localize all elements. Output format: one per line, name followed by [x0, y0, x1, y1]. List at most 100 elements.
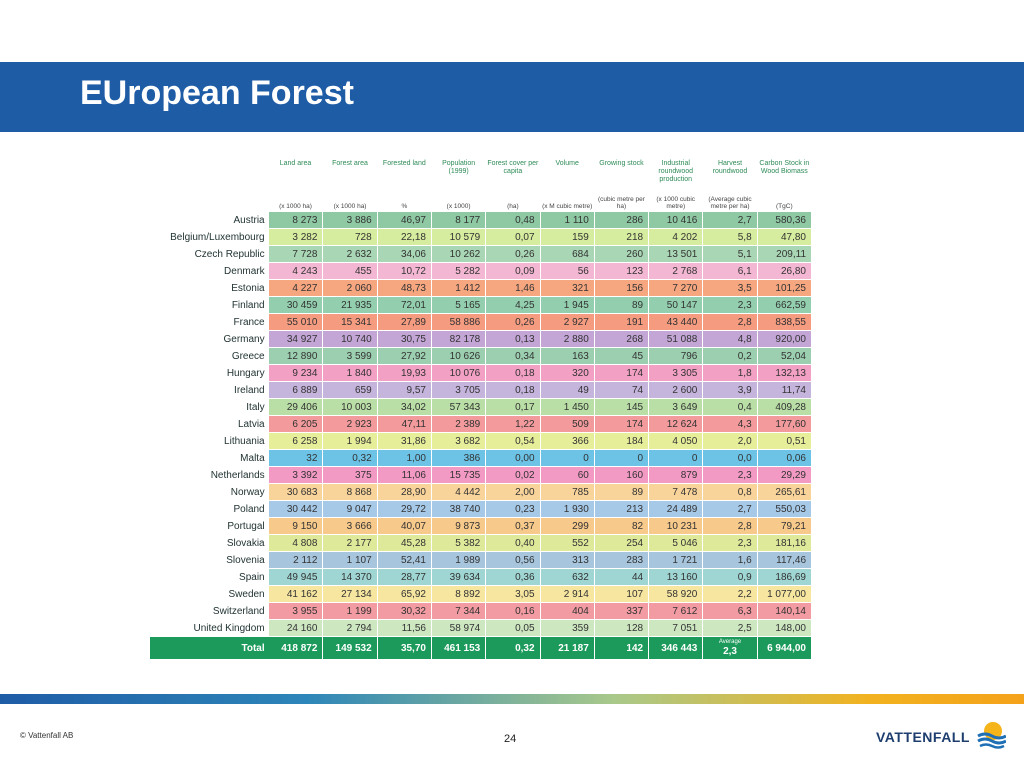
- average-label: Average: [718, 639, 742, 645]
- table-cell: 10 003: [322, 398, 378, 416]
- table-cell: 46,97: [377, 212, 432, 229]
- table-cell: 0,23: [485, 500, 541, 518]
- table-cell: 209,11: [757, 245, 813, 263]
- table-cell: 2 927: [540, 313, 595, 331]
- table-cell: 404: [540, 602, 595, 620]
- footer-stripe: [0, 694, 1024, 704]
- table-row: Latvia 6 205 2 923 47,11 2 389 1,22 509 174 12 6…: [150, 415, 813, 433]
- table-cell: 5 382: [431, 534, 487, 552]
- table-cell: 3 282: [268, 228, 324, 246]
- table-cell: 0,36: [485, 568, 541, 586]
- table-cell: 3 305: [648, 364, 704, 382]
- table-cell: 34,06: [377, 245, 432, 263]
- table-cell: 2,8: [702, 313, 758, 331]
- table-cell: 5 282: [431, 262, 487, 280]
- table-cell: 838,55: [757, 313, 813, 331]
- column-header: Volume: [540, 156, 595, 188]
- table-cell: 3,5: [702, 279, 758, 297]
- table-cell: 72,01: [377, 296, 432, 314]
- table-cell: 49 945: [268, 568, 324, 586]
- table-cell: 5,8: [702, 228, 758, 246]
- table-cell: 1,8: [702, 364, 758, 382]
- table-cell: 662,59: [757, 296, 813, 314]
- table-cell: 4 050: [648, 432, 704, 450]
- table-cell: 321: [540, 279, 595, 297]
- table-cell: 0,05: [485, 619, 541, 637]
- table-cell: 3 955: [268, 602, 324, 620]
- table-cell: 39 634: [431, 568, 487, 586]
- table-cell: 52,04: [757, 347, 813, 365]
- table-cell: 0,06: [757, 449, 813, 467]
- column-header: Population (1999): [431, 156, 487, 188]
- table-cell: 0,09: [485, 262, 541, 280]
- country-name: Greece: [150, 347, 269, 365]
- table-cell: 12 890: [268, 347, 324, 365]
- table-cell: 56: [540, 262, 595, 280]
- table-cell: 0,48: [485, 212, 541, 229]
- table-row: Greece 12 890 3 599 27,92 10 626 0,34 163 45 796…: [150, 347, 813, 365]
- country-name: Lithuania: [150, 432, 269, 450]
- table-cell: 89: [594, 296, 650, 314]
- table-cell: 4,25: [485, 296, 541, 314]
- table-cell: 4 243: [268, 262, 324, 280]
- table-cell: 159: [540, 228, 595, 246]
- table-cell: 796: [648, 347, 704, 365]
- table-cell: 50 147: [648, 296, 704, 314]
- table-cell: 4 442: [431, 483, 487, 501]
- country-name: Portugal: [150, 517, 269, 535]
- table-cell: 10,72: [377, 262, 432, 280]
- table-cell: 1 412: [431, 279, 487, 297]
- table-cell: 0,18: [485, 381, 541, 399]
- table-row: Sweden 41 162 27 134 65,92 8 892 3,05 2 914 107…: [150, 585, 813, 603]
- table-cell: 140,14: [757, 602, 813, 620]
- table-cell: 2,2: [702, 585, 758, 603]
- table-cell: 2,7: [702, 500, 758, 518]
- table-cell: 1,6: [702, 551, 758, 569]
- table-cell: 1,00: [377, 449, 432, 467]
- table-cell: 455: [322, 262, 378, 280]
- table-cell: 0,13: [485, 330, 541, 348]
- column-header: Forest area: [322, 156, 378, 188]
- table-cell: 107: [594, 585, 650, 603]
- table-row: Spain 49 945 14 370 28,77 39 634 0,36 632 44 13 …: [150, 568, 813, 586]
- column-unit: (x M cubic metre): [540, 188, 595, 212]
- table-cell: 117,46: [757, 551, 813, 569]
- table-cell: 44: [594, 568, 650, 586]
- table-cell: 74: [594, 381, 650, 399]
- total-cell: 6 944,00: [757, 636, 813, 660]
- table-cell: 27,89: [377, 313, 432, 331]
- table-cell: 32: [268, 449, 324, 467]
- column-header: Industrial roundwood production: [648, 156, 704, 188]
- table-cell: 3 599: [322, 347, 378, 365]
- table-cell: 3,05: [485, 585, 541, 603]
- table-cell: 41 162: [268, 585, 324, 603]
- table-row: Norway 30 683 8 868 28,90 4 442 2,00 785 89 7 47…: [150, 483, 813, 501]
- country-name: Netherlands: [150, 466, 269, 484]
- table-cell: 268: [594, 330, 650, 348]
- table-cell: 254: [594, 534, 650, 552]
- table-row: Belgium/Luxembourg 3 282 728 22,18 10 579 0,0…: [150, 228, 813, 246]
- country-name: Sweden: [150, 585, 269, 603]
- table-cell: 7 728: [268, 245, 324, 263]
- table-cell: 10 076: [431, 364, 487, 382]
- table-cell: 4 808: [268, 534, 324, 552]
- table-row: Denmark 4 243 455 10,72 5 282 0,09 56 123 2 768 6…: [150, 262, 813, 280]
- table-cell: 313: [540, 551, 595, 569]
- table-cell: 2 880: [540, 330, 595, 348]
- table-cell: 9 873: [431, 517, 487, 535]
- table-cell: 47,80: [757, 228, 813, 246]
- table-cell: 13 501: [648, 245, 704, 263]
- total-label: Total: [150, 636, 269, 660]
- table-row: Malta 32 0,32 1,00 386 0,00 0 0 0 0,0 0,06: [150, 449, 813, 467]
- table-cell: 28,90: [377, 483, 432, 501]
- table-cell: 2 632: [322, 245, 378, 263]
- table-cell: 9 234: [268, 364, 324, 382]
- table-cell: 29 406: [268, 398, 324, 416]
- table-cell: 0: [540, 449, 595, 467]
- table-cell: 52,41: [377, 551, 432, 569]
- table-cell: 0,4: [702, 398, 758, 416]
- total-cell: Average 2,3: [702, 636, 758, 660]
- column-header: Forested land: [377, 156, 432, 188]
- table-cell: 2 923: [322, 415, 378, 433]
- table-cell: 47,11: [377, 415, 432, 433]
